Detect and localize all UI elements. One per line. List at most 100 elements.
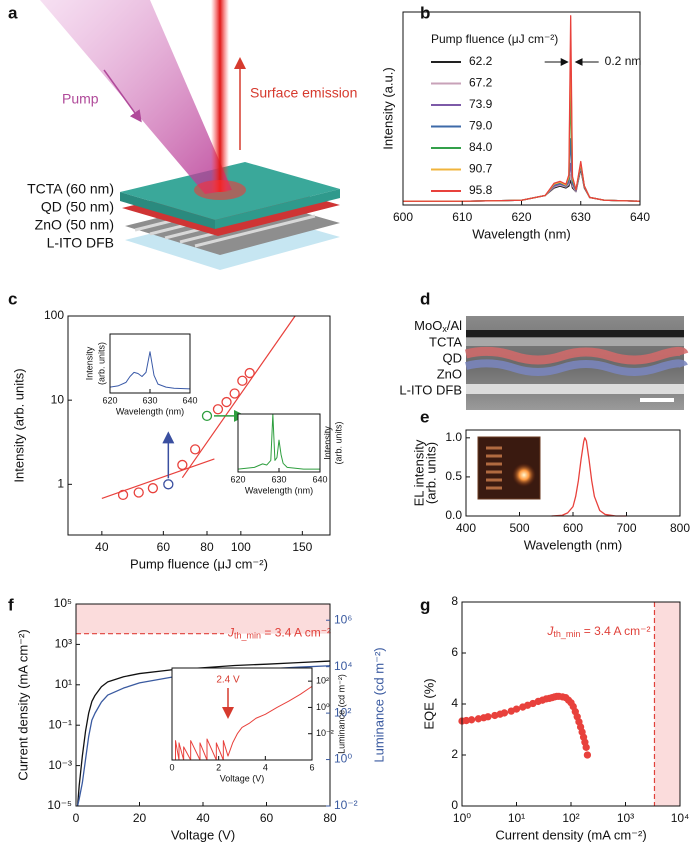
panel-label: b: [420, 3, 430, 22]
y-axis-label: Intensity (arb. units): [11, 368, 26, 482]
legend-label: 90.7: [469, 162, 493, 176]
layer-label: ZnO: [437, 366, 462, 381]
panel-label: d: [420, 289, 430, 308]
legend-label: 62.2: [469, 54, 493, 68]
y-tick-label: 10⁻²: [316, 728, 334, 738]
x-tick-label: 10⁴: [671, 811, 690, 825]
data-point: [117, 489, 129, 500]
plot-frame: [171, 667, 313, 761]
data-point: [163, 479, 174, 490]
y-axis-label: (arb. units): [423, 442, 438, 504]
threshold-label-part: J: [546, 624, 554, 638]
legend-title: Pump fluence (μJ cm⁻²): [431, 32, 558, 46]
data-point: [237, 375, 248, 386]
x-tick-label: 40: [95, 540, 109, 554]
zno-band: [465, 359, 688, 376]
panel-label: e: [420, 407, 429, 426]
x-tick-label: 10¹: [508, 811, 525, 825]
x-tick-label: 0: [73, 811, 80, 825]
emission-spot: [194, 180, 246, 200]
y-tick-label: 0: [451, 798, 458, 812]
layer-label: L-ITO DFB: [47, 235, 114, 251]
y-axis-label: EQE (%): [421, 678, 436, 729]
y2-tick-label: 10⁶: [334, 612, 352, 626]
y-tick-label: 10¹: [55, 677, 72, 691]
data-point: [177, 459, 188, 471]
x-tick-label: 10²: [562, 811, 579, 825]
panel-label: c: [8, 289, 17, 308]
qd-band: [464, 346, 689, 365]
x-tick-label: 6: [309, 762, 314, 772]
threshold-label-part: th_min: [553, 629, 580, 639]
x-axis-label: Wavelength (nm): [524, 537, 623, 552]
x-tick-label: 620: [511, 210, 531, 224]
panel-label: a: [8, 3, 18, 22]
x-tick-label: 40: [196, 811, 210, 825]
inset-background: [172, 668, 312, 760]
x-tick-label: 60: [157, 540, 171, 554]
y-axis-label: (arb. units): [96, 342, 106, 385]
x-axis-label: Wavelength (nm): [116, 406, 184, 416]
label-part: /Al: [447, 318, 462, 333]
x-tick-label: 600: [563, 521, 583, 535]
image-band: [466, 330, 684, 337]
x-tick-label: 150: [292, 540, 312, 554]
x-tick-label: 620: [102, 395, 117, 405]
y-tick-label: 10⁻⁵: [47, 798, 72, 812]
series-line: [237, 413, 320, 470]
threshold-label-part: = 3.4 A cm⁻²: [580, 624, 650, 638]
series-line: [172, 685, 313, 761]
x-tick-label: 60: [260, 811, 274, 825]
x-tick-label: 10⁰: [453, 811, 471, 825]
x-tick-label: 400: [456, 521, 476, 535]
data-point: [484, 713, 492, 721]
data-point: [133, 487, 144, 498]
image-band: [466, 338, 684, 346]
pump-arrow: [103, 69, 142, 123]
y2-tick-label: 10⁴: [334, 659, 353, 673]
x-tick-label: 500: [509, 521, 529, 535]
series-line: [76, 660, 331, 807]
threshold-region: [654, 602, 680, 806]
layer-label: ZnO (50 nm): [35, 217, 114, 233]
legend-label: 79.0: [469, 119, 493, 133]
fit-line: [181, 315, 296, 479]
y2-tick-label: 10⁻²: [334, 798, 358, 812]
threshold-label-part: th_min: [234, 631, 261, 641]
data-point: [582, 743, 590, 751]
threshold-label: Jth_min = 3.4 A cm⁻²: [227, 626, 331, 641]
layer-side: [120, 192, 215, 229]
data-point: [583, 751, 592, 759]
schematic: a Pump Surface emission TCTA (60 nm) QD …: [8, 0, 357, 270]
legend-label: 95.8: [469, 183, 493, 197]
panel-label: f: [8, 595, 14, 614]
x-axis-label: Pump fluence (μJ cm⁻²): [130, 556, 268, 571]
x-tick-label: 10³: [617, 811, 634, 825]
y-axis-label: Intensity: [84, 346, 94, 380]
threshold-label: Jth_min = 3.4 A cm⁻²: [546, 624, 650, 639]
data-point: [467, 716, 476, 724]
y-tick-label: 10⁻¹: [48, 717, 72, 731]
x-axis-label: Wavelength (nm): [472, 226, 571, 241]
legend-label: 73.9: [469, 97, 493, 111]
data-point: [221, 396, 232, 408]
x-tick-label: 640: [312, 474, 327, 484]
x-tick-label: 700: [616, 521, 636, 535]
x-tick-label: 610: [452, 210, 472, 224]
y-axis-label: Intensity (a.u.): [380, 67, 395, 149]
data-point: [190, 444, 201, 455]
legend-label: 84.0: [469, 140, 493, 154]
x-tick-label: 2: [216, 762, 221, 772]
y-tick-label: 6: [451, 645, 458, 659]
data-point: [229, 388, 240, 399]
y2-tick-label: 10⁰: [334, 752, 352, 766]
layer-side: [215, 189, 340, 229]
series-line: [403, 166, 641, 202]
photo-emission: [512, 463, 536, 487]
x-tick-label: 100: [231, 540, 251, 554]
data-point: [512, 705, 521, 713]
data-point: [201, 410, 213, 422]
y-tick-label: 2: [451, 747, 458, 761]
label-part: x: [442, 324, 447, 334]
y-tick-label: 10⁵: [54, 596, 72, 610]
